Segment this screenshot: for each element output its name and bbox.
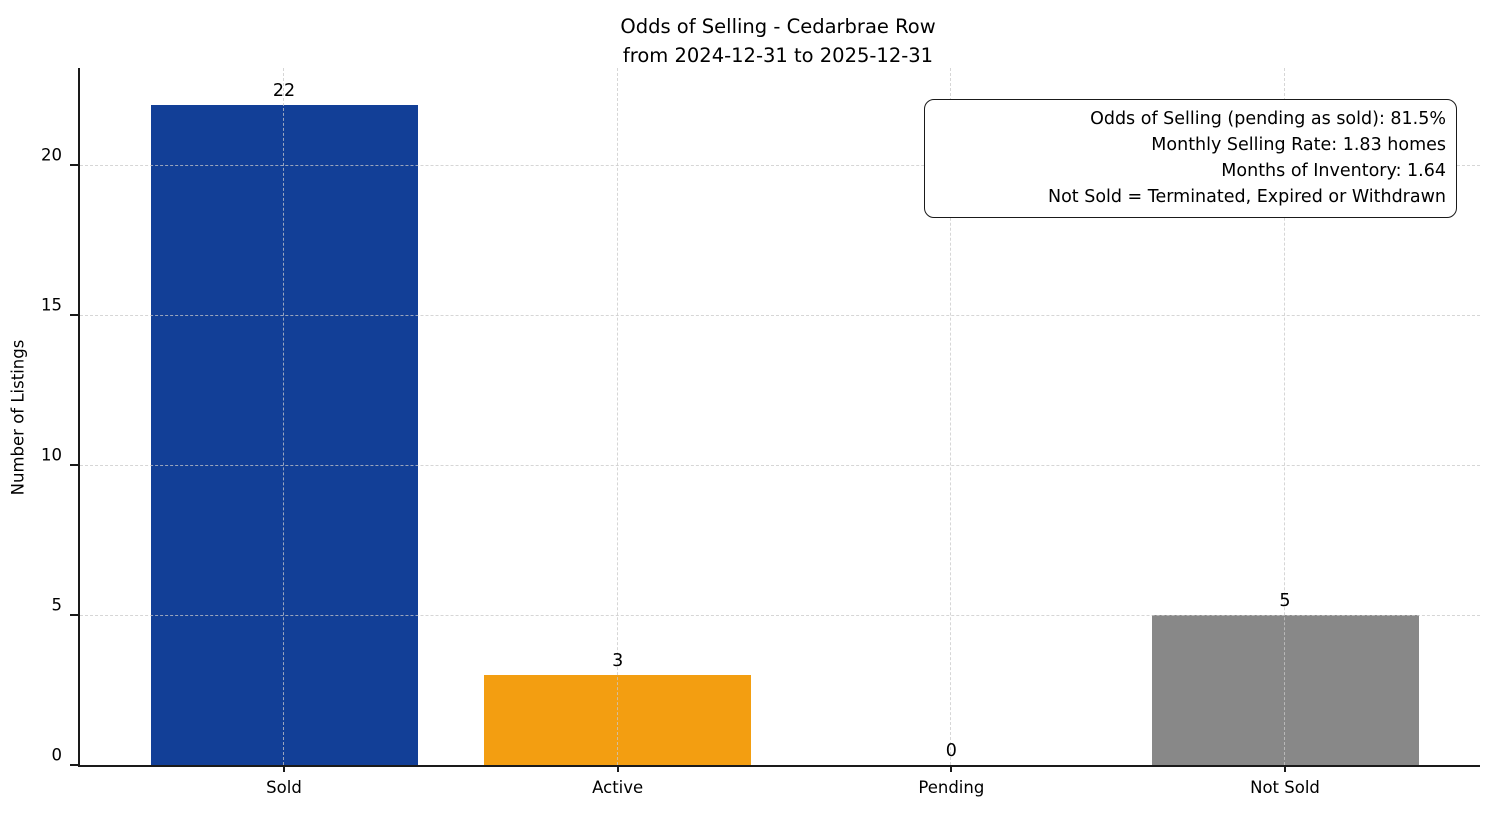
ytick-label-20: 20 — [41, 145, 62, 165]
xtick-label-sold: Sold — [266, 778, 302, 797]
bar-not-sold — [1151, 614, 1419, 765]
value-label-sold: 22 — [272, 80, 296, 101]
value-label-active: 3 — [612, 651, 624, 671]
gridline-x-active — [616, 68, 618, 765]
annotation-not-sold-definition: Not Sold = Terminated, Expired or Withdr… — [1047, 187, 1446, 207]
gridline-x-not-sold — [1284, 68, 1285, 765]
gridline-x-pending — [950, 68, 952, 765]
xtick-mark-active — [616, 765, 619, 772]
ytick-mark-0 — [70, 764, 78, 766]
ytick-mark-15 — [70, 313, 78, 316]
ytick-mark-10 — [70, 463, 78, 466]
xtick-mark-pending — [950, 765, 953, 772]
bar-active — [484, 675, 752, 765]
annotation-odds-of-selling: Odds of Selling (pending as sold): 81.5% — [1090, 109, 1446, 129]
gridline-y-10 — [80, 464, 1480, 466]
annotation-monthly-selling-rate: Monthly Selling Rate: 1.83 homes — [1151, 135, 1446, 155]
gridline-y-15 — [80, 314, 1480, 316]
ytick-mark-20 — [70, 163, 78, 166]
chart-title: Odds of Selling - Cedarbrae Row — [620, 15, 936, 38]
plot-area: Number of Listings 22 3 0 5 Sold Active Pendi… — [9, 68, 1480, 797]
gridline-y-20 — [80, 164, 1480, 166]
bar-sold — [150, 104, 418, 765]
stats-annotation-box: Odds of Selling (pending as sold): 81.5%… — [924, 99, 1457, 218]
chart-title-block: Odds of Selling - Cedarbrae Row from 202… — [78, 12, 1478, 70]
xtick-mark-sold — [283, 765, 285, 772]
ytick-label-10: 10 — [41, 445, 62, 465]
ytick-mark-5 — [70, 613, 78, 616]
value-label-pending: 0 — [945, 741, 957, 761]
gridline-y-5 — [80, 614, 1480, 616]
y-axis-label: Number of Listings — [8, 339, 28, 496]
value-label-not-sold: 5 — [1279, 590, 1291, 611]
xtick-label-pending: Pending — [918, 778, 985, 797]
annotation-months-of-inventory: Months of Inventory: 1.64 — [1221, 161, 1446, 181]
xtick-label-active: Active — [592, 778, 644, 797]
xtick-mark-not-sold — [1284, 765, 1286, 772]
gridline-x-sold — [283, 68, 284, 765]
chart-subtitle: from 2024-12-31 to 2025-12-31 — [622, 44, 934, 67]
ytick-label-5: 5 — [51, 595, 63, 615]
xtick-label-not-sold: Not Sold — [1250, 778, 1320, 797]
ytick-label-0: 0 — [51, 745, 63, 765]
ytick-label-15: 15 — [41, 295, 62, 315]
